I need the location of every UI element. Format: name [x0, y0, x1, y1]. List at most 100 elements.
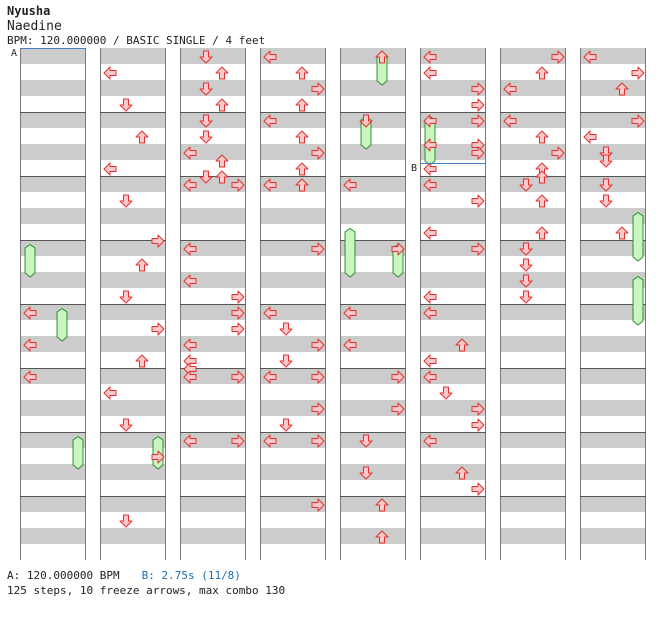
step-arrow-up	[535, 225, 549, 240]
step-arrow-left	[423, 137, 437, 152]
measure-line	[580, 432, 646, 433]
measure-line	[180, 496, 246, 497]
measure-line	[500, 304, 566, 305]
song-artist: Nyusha	[7, 4, 51, 18]
measure-line	[340, 496, 406, 497]
step-arrow-right	[311, 401, 325, 416]
measure-line	[260, 368, 326, 369]
step-arrow-down	[119, 97, 133, 112]
step-arrow-left	[103, 385, 117, 400]
step-arrow-down	[439, 385, 453, 400]
measure-line	[180, 176, 246, 177]
step-arrow-up	[135, 257, 149, 272]
step-arrow-down	[519, 289, 533, 304]
step-arrow-left	[423, 65, 437, 80]
measure-line	[180, 240, 246, 241]
step-arrow-down	[519, 241, 533, 256]
measure-line	[20, 240, 86, 241]
step-arrow-left	[103, 65, 117, 80]
step-arrow-down	[599, 153, 613, 168]
measure-line	[260, 432, 326, 433]
step-arrow-right	[231, 177, 245, 192]
step-arrow-right	[151, 233, 165, 248]
step-arrow-right	[391, 369, 405, 384]
step-arrow-right	[311, 369, 325, 384]
measure-line	[20, 304, 86, 305]
step-arrow-right	[471, 81, 485, 96]
measure-line	[180, 432, 246, 433]
freeze-arrow-right	[631, 275, 645, 330]
step-arrow-left	[103, 161, 117, 176]
step-arrow-left	[343, 337, 357, 352]
measure-line	[340, 368, 406, 369]
step-arrow-down	[199, 49, 213, 64]
freeze-arrow-left	[343, 227, 357, 282]
step-arrow-down	[279, 321, 293, 336]
step-arrow-left	[183, 433, 197, 448]
step-arrow-right	[231, 321, 245, 336]
step-arrow-right	[471, 401, 485, 416]
section-line-b	[420, 163, 486, 165]
step-arrow-left	[263, 49, 277, 64]
measure-line	[20, 432, 86, 433]
step-arrow-up	[455, 465, 469, 480]
step-arrow-left	[423, 433, 437, 448]
bpm-b-label: B: 2.75s (11/8)	[141, 569, 241, 582]
step-arrow-right	[231, 289, 245, 304]
measure-line	[420, 496, 486, 497]
step-arrow-left	[183, 241, 197, 256]
measure-line	[100, 368, 166, 369]
step-arrow-down	[519, 177, 533, 192]
measure-line	[180, 112, 246, 113]
step-arrow-up	[535, 169, 549, 184]
step-arrow-left	[423, 49, 437, 64]
step-arrow-left	[343, 305, 357, 320]
step-arrow-up	[215, 169, 229, 184]
step-arrow-up	[455, 337, 469, 352]
step-arrow-right	[551, 49, 565, 64]
step-arrow-up	[295, 129, 309, 144]
step-arrow-left	[263, 177, 277, 192]
step-arrow-down	[519, 273, 533, 288]
step-arrow-left	[423, 369, 437, 384]
measure-line	[260, 496, 326, 497]
step-arrow-left	[423, 353, 437, 368]
measure-line	[20, 368, 86, 369]
step-arrow-left	[503, 81, 517, 96]
measure-line	[340, 240, 406, 241]
step-arrow-left	[183, 145, 197, 160]
measure-line	[260, 112, 326, 113]
measure-line	[420, 304, 486, 305]
measure-line	[340, 432, 406, 433]
chart-column-6	[420, 48, 486, 560]
measure-line	[340, 304, 406, 305]
step-arrow-right	[311, 241, 325, 256]
step-arrow-down	[119, 193, 133, 208]
step-arrow-down	[359, 465, 373, 480]
step-arrow-right	[311, 337, 325, 352]
measure-line	[340, 112, 406, 113]
freeze-arrow-right	[631, 211, 645, 266]
chart-column-7	[500, 48, 566, 560]
step-arrow-up	[535, 193, 549, 208]
step-arrow-down	[199, 113, 213, 128]
step-arrow-up	[295, 97, 309, 112]
step-arrow-right	[471, 417, 485, 432]
step-arrow-right	[471, 481, 485, 496]
step-arrow-right	[471, 193, 485, 208]
measure-line	[580, 496, 646, 497]
chart-column-5	[340, 48, 406, 560]
step-arrow-left	[423, 289, 437, 304]
measure-line	[580, 240, 646, 241]
step-arrow-left	[23, 305, 37, 320]
freeze-arrow-right	[71, 435, 85, 474]
step-arrow-left	[423, 113, 437, 128]
step-arrow-down	[119, 513, 133, 528]
chart-info: BPM: 120.000000 / BASIC SINGLE / 4 feet	[7, 34, 266, 47]
measure-line	[500, 176, 566, 177]
step-arrow-right	[311, 433, 325, 448]
step-arrow-left	[23, 337, 37, 352]
step-arrow-up	[615, 225, 629, 240]
step-arrow-left	[423, 225, 437, 240]
step-arrow-left	[343, 177, 357, 192]
